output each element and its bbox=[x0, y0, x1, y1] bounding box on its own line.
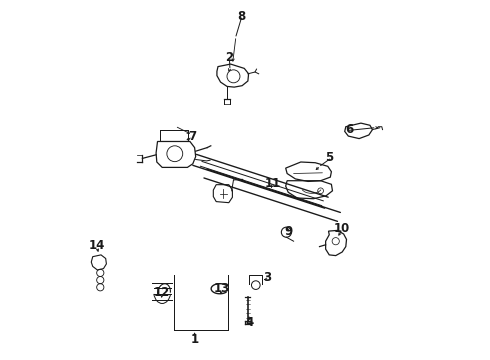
Text: 1: 1 bbox=[191, 333, 198, 346]
Text: 10: 10 bbox=[334, 222, 350, 235]
Text: 13: 13 bbox=[214, 282, 230, 295]
Text: 12: 12 bbox=[154, 286, 171, 299]
Text: 14: 14 bbox=[89, 239, 105, 252]
Text: 5: 5 bbox=[325, 151, 334, 164]
Text: 7: 7 bbox=[189, 130, 197, 143]
Text: 3: 3 bbox=[263, 271, 271, 284]
Text: 4: 4 bbox=[245, 316, 253, 329]
Text: 2: 2 bbox=[225, 51, 234, 64]
Text: 9: 9 bbox=[284, 225, 293, 238]
Text: 11: 11 bbox=[265, 177, 281, 190]
Text: 6: 6 bbox=[345, 123, 353, 136]
Text: 8: 8 bbox=[237, 10, 245, 23]
